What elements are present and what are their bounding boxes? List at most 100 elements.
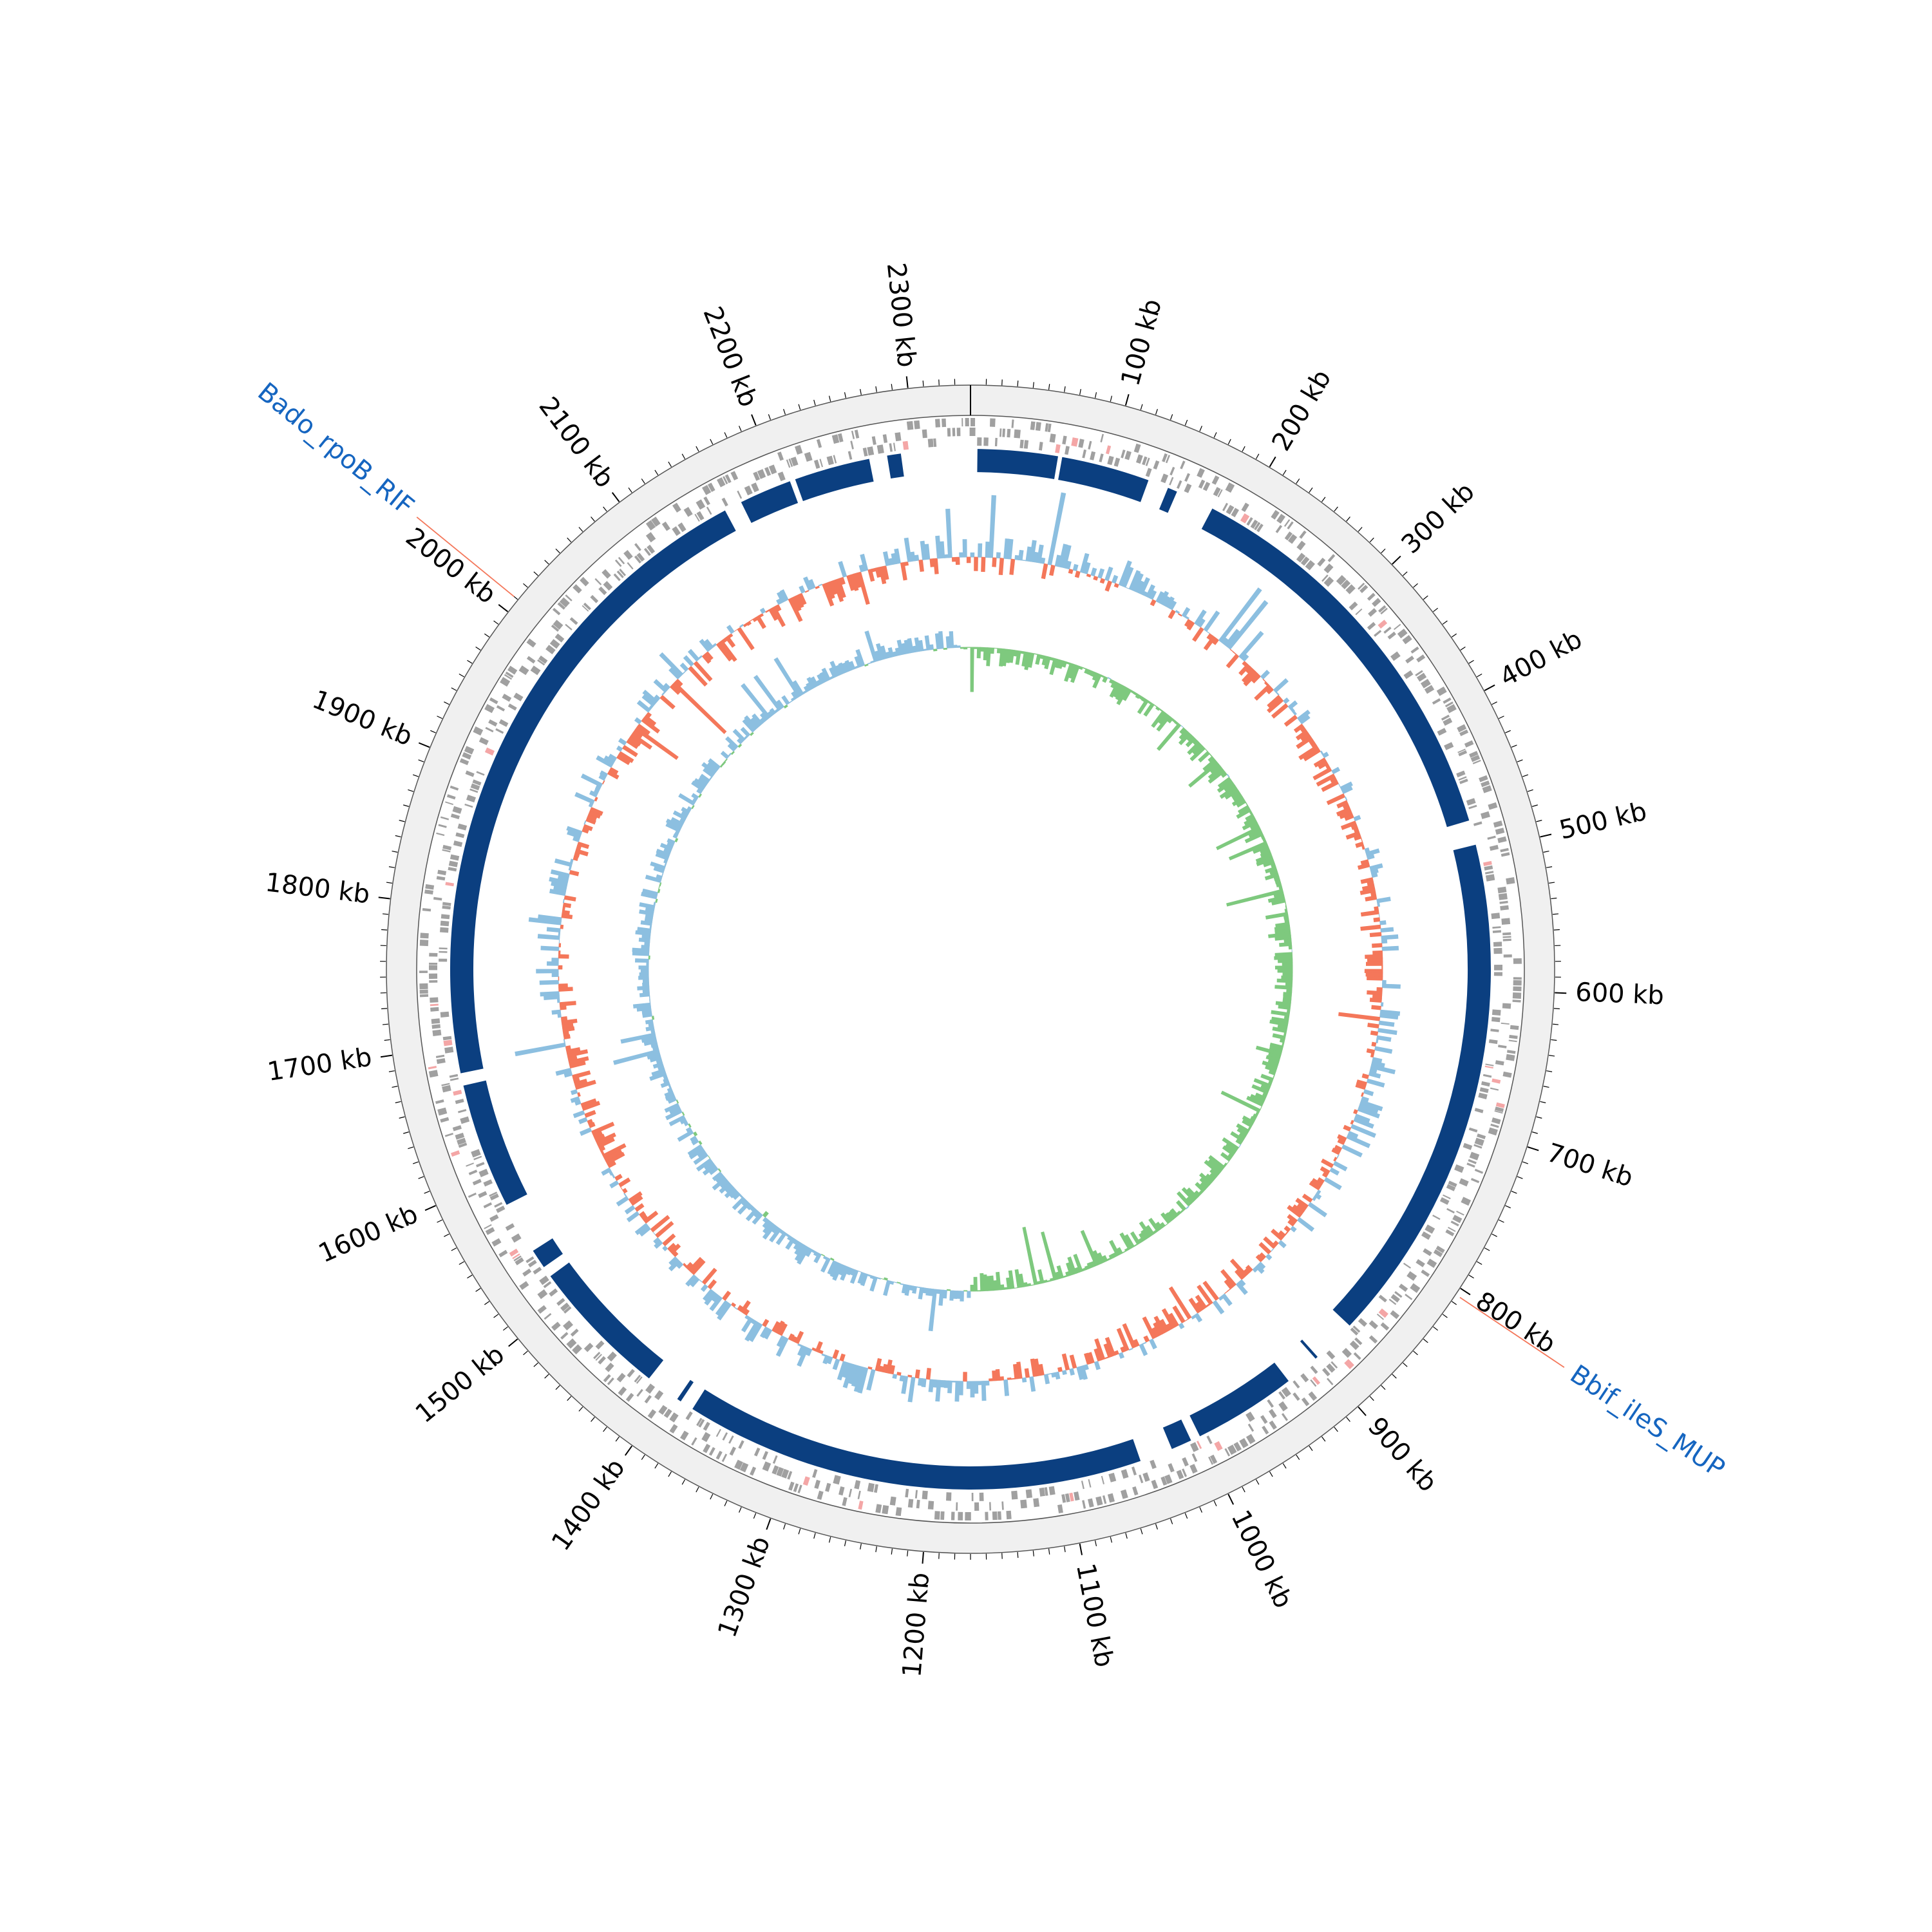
- gene-feature: [636, 1376, 643, 1384]
- gene-feature: [1327, 554, 1336, 562]
- gene-feature: [537, 1305, 547, 1314]
- track-value: [797, 1346, 810, 1367]
- track-value: [848, 661, 856, 670]
- track-value: [1333, 1157, 1338, 1162]
- track-value: [963, 647, 968, 650]
- gene-feature: [1254, 522, 1261, 531]
- track-value: [1340, 820, 1357, 830]
- track-value: [857, 571, 870, 605]
- track-value: [928, 1379, 934, 1392]
- gene-feature: [1078, 439, 1084, 448]
- gene-feature: [437, 869, 447, 876]
- gene-feature: [947, 428, 951, 437]
- minor-tick: [860, 1543, 862, 1549]
- track-value: [978, 1381, 982, 1385]
- gene-feature: [857, 1490, 861, 1499]
- minor-tick: [1184, 419, 1188, 426]
- gene-feature: [483, 1202, 492, 1209]
- track-value: [1303, 748, 1321, 762]
- gene-feature: [498, 1249, 508, 1258]
- track-value: [642, 979, 649, 983]
- gene-feature: [436, 876, 446, 881]
- track-value: [622, 1188, 628, 1194]
- gene-feature: [1278, 1401, 1288, 1412]
- track-value: [701, 1267, 717, 1285]
- minor-tick: [1321, 1436, 1326, 1442]
- track-value: [1279, 942, 1293, 947]
- gene-feature: [440, 1117, 450, 1123]
- minor-tick: [1227, 439, 1231, 445]
- track-value: [538, 914, 562, 922]
- track-value: [574, 848, 589, 857]
- gene-feature: [1065, 1493, 1070, 1502]
- gene-feature: [1182, 1457, 1189, 1467]
- track-value: [1265, 1253, 1273, 1261]
- track-value: [875, 1358, 882, 1372]
- track-value: [822, 1255, 828, 1260]
- track-value: [1283, 714, 1298, 727]
- track-value: [904, 537, 912, 562]
- minor-tick: [424, 1191, 430, 1194]
- track-value: [788, 1333, 795, 1341]
- gene-feature: [607, 1351, 617, 1362]
- minor-tick: [493, 1314, 499, 1318]
- gene-feature: [1296, 540, 1306, 551]
- track-value: [1265, 1055, 1280, 1063]
- track-value: [1208, 1155, 1226, 1170]
- gene-feature: [1403, 670, 1414, 679]
- track-value: [1268, 932, 1291, 938]
- minor-tick: [603, 1426, 607, 1432]
- track-value: [1372, 943, 1383, 948]
- gene-feature: [485, 1227, 495, 1235]
- track-value: [925, 1368, 932, 1380]
- track-value: [1353, 815, 1361, 822]
- gene-feature: [1088, 1479, 1092, 1488]
- track-value: [659, 882, 662, 887]
- gene-feature: [450, 813, 460, 820]
- gene-feature: [1450, 1220, 1459, 1227]
- gene-feature: [1225, 482, 1235, 493]
- track-value: [639, 992, 650, 998]
- gene-feature: [570, 1329, 579, 1337]
- track-value: [966, 556, 971, 564]
- track-value: [1065, 1262, 1074, 1276]
- track-value: [1029, 1376, 1036, 1392]
- gene-feature: [902, 440, 909, 450]
- track-value: [1366, 853, 1375, 860]
- track-value: [1355, 841, 1364, 848]
- track-value: [732, 728, 746, 742]
- track-value: [634, 958, 649, 963]
- track-value: [1367, 976, 1383, 981]
- minor-tick: [523, 583, 528, 588]
- track-value: [626, 1211, 640, 1222]
- gene-feature: [1399, 1283, 1408, 1292]
- track-value: [821, 667, 831, 681]
- track-value: [634, 1203, 645, 1212]
- minor-tick: [1543, 1086, 1549, 1088]
- track-value: [1295, 1197, 1309, 1209]
- track-value: [1357, 862, 1370, 870]
- track-value: [688, 1123, 692, 1128]
- gene-feature: [464, 803, 473, 808]
- track-value: [1372, 950, 1383, 956]
- track-value: [1128, 1347, 1133, 1351]
- gene-feature: [1500, 848, 1509, 853]
- track-value: [892, 1374, 898, 1379]
- track-value: [933, 558, 939, 574]
- track-value: [1365, 848, 1380, 857]
- gene-feature: [1025, 1489, 1032, 1499]
- track-value: [1220, 1269, 1236, 1287]
- track-value: [811, 1347, 817, 1352]
- gene-feature: [549, 639, 560, 649]
- gene-feature: [1501, 918, 1511, 925]
- gene-feature: [1416, 1259, 1425, 1267]
- track-value: [668, 1256, 678, 1266]
- homology-block: [1201, 508, 1470, 828]
- minor-tick: [1346, 516, 1350, 522]
- gene-feature: [1198, 479, 1206, 489]
- minor-tick: [395, 1101, 401, 1104]
- gene-feature: [1231, 507, 1239, 518]
- gene-feature: [419, 940, 429, 947]
- track-value: [653, 1237, 661, 1245]
- track-value: [569, 858, 574, 864]
